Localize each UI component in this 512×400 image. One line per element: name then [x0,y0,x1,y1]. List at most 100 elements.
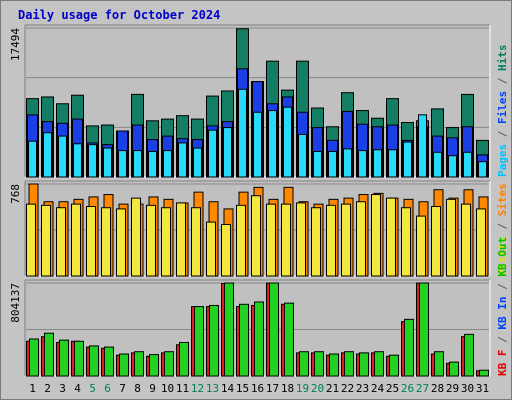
bar-visits-day-11 [176,202,186,277]
bar-kbout-day-29 [449,361,459,377]
bar-pages-day-27 [418,114,427,178]
bar-pages-day-8 [133,150,142,178]
x-label-day-29: 29 [446,382,459,395]
bar-pages-day-25 [388,149,397,178]
bar-kbout-day-3 [59,339,69,377]
bar-kbout-day-11 [179,341,189,377]
bar-pages-day-18 [283,106,292,178]
x-label-day-22: 22 [341,382,354,395]
bar-pages-day-31 [478,161,487,178]
panel-3: 804137 KB F / KB In / KB Out [9,237,509,377]
bar-pages-day-6 [103,147,112,178]
bar-pages-day-9 [148,150,157,178]
bar-kbout-day-20 [314,351,324,377]
bar-pages-day-20 [313,150,322,178]
bar-visits-day-24 [371,194,381,277]
bar-kbout-day-2 [44,332,54,377]
x-label-day-14: 14 [221,382,235,395]
x-label-day-1: 1 [29,382,36,395]
bar-visits-day-31 [476,208,486,277]
legend-entry: KB F [496,350,509,377]
bar-kbout-day-4 [74,340,84,377]
bar-kbout-day-16 [254,301,264,377]
bar-visits-day-2 [41,204,51,277]
legend-entry: Sites [496,183,509,216]
x-label-day-13: 13 [206,382,219,395]
legend-entry: Files [496,91,509,124]
bar-visits-day-1 [26,203,36,277]
bar-pages-day-10 [163,150,172,178]
bar-visits-day-14 [221,223,231,277]
x-label-day-10: 10 [161,382,174,395]
bar-kbout-day-24 [374,351,384,377]
legend-entry: Visits [496,236,509,276]
x-label-day-31: 31 [476,382,489,395]
bar-visits-day-20 [311,207,321,277]
bar-visits-day-8 [131,197,141,277]
bar-kbout-day-23 [359,352,369,377]
x-label-day-27: 27 [416,382,429,395]
x-label-day-2: 2 [44,382,51,395]
legend-entry: / [496,124,509,144]
bar-pages-day-16 [253,111,262,178]
bar-kbout-day-19 [299,351,309,377]
x-label-day-26: 26 [401,382,414,395]
bar-kbout-day-1 [29,338,39,377]
x-label-day-21: 21 [326,382,339,395]
bar-pages-day-17 [268,110,277,178]
bar-pages-day-12 [193,147,202,178]
bar-kbout-day-7 [119,353,129,377]
bar-pages-day-30 [463,151,472,178]
bar-visits-day-13 [206,221,216,277]
x-label-day-6: 6 [104,382,111,395]
bar-kbout-day-26 [404,318,414,377]
bar-pages-day-21 [328,150,337,178]
legend-entry: KB In [496,297,509,330]
bar-visits-day-4 [71,203,81,277]
bar-kbout-day-17 [269,282,279,377]
bar-pages-day-29 [448,155,457,178]
bar-pages-day-5 [88,144,97,178]
bar-visits-day-23 [356,201,366,277]
bar-pages-day-14 [223,127,232,178]
panel-legend: Visits / Sites [496,183,509,276]
bar-kbout-day-18 [284,302,294,377]
bar-pages-day-3 [58,135,67,178]
bar-pages-day-19 [298,133,307,178]
bar-pages-day-26 [403,141,412,178]
bar-pages-day-15 [238,88,247,178]
bar-kbout-day-30 [464,333,474,377]
x-label-day-11: 11 [176,382,189,395]
legend-entry: / [496,71,509,91]
bar-kbout-day-21 [329,353,339,377]
bar-kbout-day-27 [419,282,429,377]
x-label-day-9: 9 [149,382,156,395]
bar-kbout-day-8 [134,351,144,377]
bar-pages-day-11 [178,142,187,178]
bar-kbout-day-31 [479,369,489,377]
x-label-day-24: 24 [371,382,385,395]
bar-visits-day-10 [161,207,171,277]
x-label-day-5: 5 [89,382,96,395]
bar-kbout-day-5 [89,345,99,377]
y-max-label: 768 [9,184,22,204]
x-label-day-18: 18 [281,382,294,395]
x-axis-labels: 1 2 3 4 5 6 7 8 9 10 11 12 13 14 15 16 17 18 19 20 21 22 23 24 2… [29,382,489,395]
legend-entry: / [496,330,509,350]
bar-kbout-day-12 [194,306,204,377]
bar-kbout-day-14 [224,282,234,377]
bar-pages-day-7 [118,150,127,178]
bar-visits-day-16 [251,195,261,277]
bar-visits-day-28 [431,206,441,277]
bar-visits-day-3 [56,207,66,277]
bar-visits-day-27 [416,215,426,277]
x-label-day-4: 4 [74,382,81,395]
bar-pages-day-28 [433,151,442,178]
panel-2: 768 Visits / Sites [9,180,509,277]
panel-legend: Pages / Files / Hits [496,45,509,178]
bar-visits-day-19 [296,202,306,277]
bar-kbout-day-15 [239,303,249,377]
bar-kbout-day-28 [434,351,444,377]
x-label-day-3: 3 [59,382,66,395]
bar-visits-day-9 [146,204,156,277]
